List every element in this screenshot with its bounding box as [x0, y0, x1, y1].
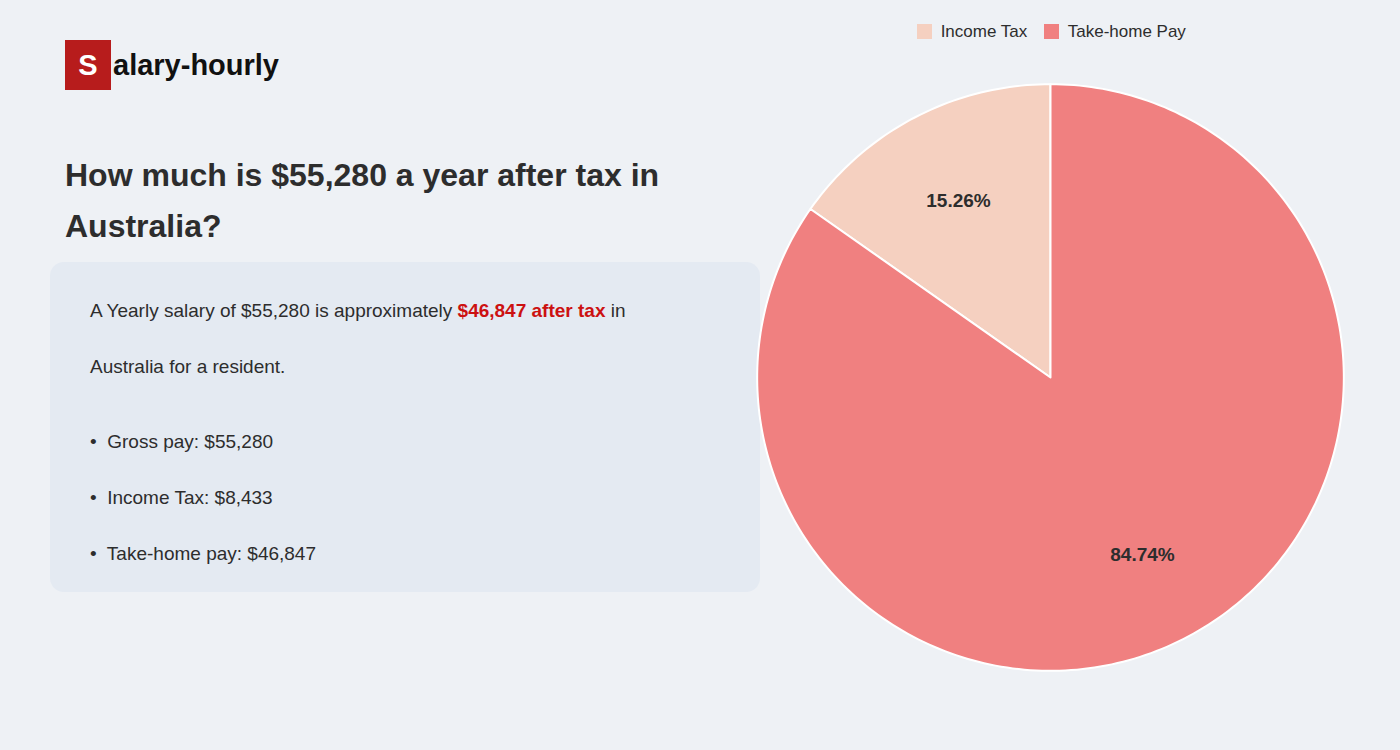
svg-text:15.26%: 15.26% — [926, 189, 991, 210]
html-text:• Gross pay: $55,280: • Gross pay: $55,280 — [90, 431, 273, 452]
html-text:alary-hourly: alary-hourly — [113, 48, 279, 81]
svg-text:84.74%: 84.74% — [1110, 543, 1175, 564]
html-text:Take-home Pay: Take-home Pay — [1067, 21, 1186, 41]
html-text:S: S — [78, 48, 98, 81]
html-text:Australia for a resident.: Australia for a resident. — [90, 356, 286, 377]
html-text:Income Tax: Income Tax — [940, 21, 1028, 41]
html-text:• Take-home pay: $46,847: • Take-home pay: $46,847 — [90, 543, 316, 564]
html-text:How much is $55,280 a year aft: How much is $55,280 a year after tax in … — [65, 157, 660, 245]
html-text:A Yearly salary of $55,280 is: A Yearly salary of $55,280 is approximat… — [90, 300, 626, 321]
html-text:• Income Tax: $8,433: • Income Tax: $8,433 — [90, 487, 273, 508]
